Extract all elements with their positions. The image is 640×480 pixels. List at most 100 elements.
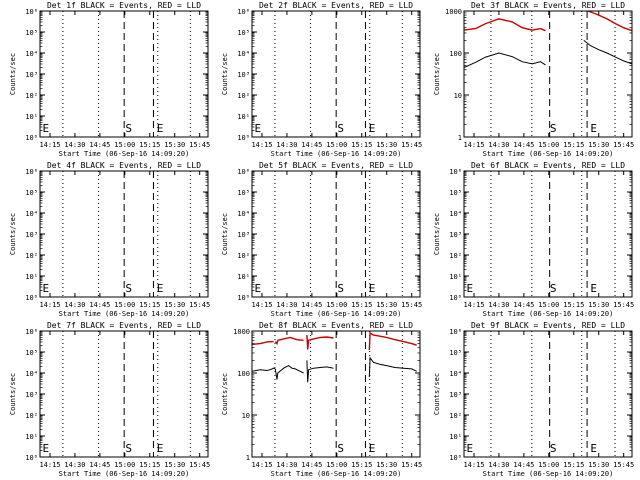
y-tick-label: 10⁰	[449, 454, 462, 462]
panel-title: Det 3f BLACK = Events, RED = LLD	[471, 1, 625, 10]
x-tick-label: 14:15	[251, 461, 272, 469]
series-group	[252, 331, 417, 383]
x-tick-label: 15:30	[376, 461, 397, 469]
y-tick-label: 10¹	[449, 433, 462, 441]
x-tick-label: 14:30	[488, 301, 509, 309]
y-axis-label: Counts/sec	[9, 373, 17, 415]
y-tick-label: 10⁰	[25, 134, 38, 142]
y-tick-label: 10¹	[237, 273, 250, 281]
x-tick-label: 15:30	[588, 461, 609, 469]
x-tick-label: 14:15	[39, 141, 60, 149]
x-tick-label: 15:30	[588, 141, 609, 149]
y-tick-label: 10²	[25, 412, 38, 420]
panel-title: Det 6f BLACK = Events, RED = LLD	[471, 161, 625, 170]
attenuator-marker-e: E	[590, 122, 597, 135]
y-tick-label: 10⁵	[449, 189, 462, 197]
x-tick-label: 14:15	[463, 141, 484, 149]
y-tick-label: 10³	[449, 231, 462, 239]
panel-title: Det 5f BLACK = Events, RED = LLD	[259, 161, 413, 170]
y-axis-label: Counts/sec	[221, 373, 229, 415]
lld-series-line	[464, 18, 546, 32]
y-tick-label: 10⁰	[25, 454, 38, 462]
lld-series-line	[368, 331, 417, 351]
x-tick-label: 14:45	[89, 461, 110, 469]
attenuator-marker-e: E	[254, 282, 261, 295]
y-tick-label: 10¹	[25, 273, 38, 281]
panel-det-1f: Det 1f BLACK = Events, RED = LLD E S E 14:15…	[9, 1, 210, 158]
y-tick-label: 10²	[237, 92, 250, 100]
y-tick-label: 10⁰	[237, 134, 250, 142]
y-tick-label: 10²	[25, 252, 38, 260]
x-tick-label: 15:00	[114, 461, 135, 469]
x-tick-label: 14:15	[463, 301, 484, 309]
x-tick-label: 14:45	[89, 141, 110, 149]
y-tick-label: 1000	[233, 328, 250, 336]
x-tick-label: 14:15	[39, 461, 60, 469]
plot-frame	[463, 170, 633, 298]
panel-det-4f: Det 4f BLACK = Events, RED = LLD E S E 14:15…	[9, 161, 210, 318]
x-tick-label: 14:45	[513, 301, 534, 309]
y-tick-label: 10⁴	[25, 50, 38, 58]
x-tick-label: 15:15	[563, 301, 584, 309]
y-tick-label: 10	[454, 92, 462, 100]
attenuator-marker-e: E	[466, 282, 473, 295]
events-series-line	[252, 367, 276, 372]
x-tick-label: 15:30	[376, 141, 397, 149]
x-tick-label: 15:45	[613, 461, 634, 469]
x-tick-label: 14:45	[89, 301, 110, 309]
attenuator-marker-s: S	[125, 282, 132, 295]
x-axis-label: Start Time (06-Sep-16 14:09:20)	[483, 150, 614, 158]
attenuator-marker-s: S	[125, 122, 132, 135]
events-series-line	[306, 360, 334, 383]
y-tick-label: 10⁶	[25, 328, 38, 336]
series-group	[464, 11, 632, 69]
plot-frame	[463, 10, 633, 138]
y-tick-label: 10²	[449, 412, 462, 420]
x-axis-label: Start Time (06-Sep-16 14:09:20)	[59, 310, 190, 318]
attenuator-marker-e: E	[466, 442, 473, 455]
x-tick-label: 15:00	[326, 141, 347, 149]
x-axis-label: Start Time (06-Sep-16 14:09:20)	[483, 470, 614, 478]
y-tick-label: 10³	[237, 231, 250, 239]
x-tick-label: 15:30	[588, 301, 609, 309]
attenuator-marker-e: E	[590, 442, 597, 455]
x-tick-label: 14:45	[301, 461, 322, 469]
y-tick-label: 10³	[25, 71, 38, 79]
events-series-line	[464, 52, 546, 69]
x-tick-label: 15:00	[114, 141, 135, 149]
y-tick-label: 10⁶	[237, 8, 250, 16]
attenuator-marker-e: E	[369, 282, 376, 295]
y-tick-label: 1	[246, 454, 250, 462]
y-tick-label: 10⁵	[25, 189, 38, 197]
x-axis-label: Start Time (06-Sep-16 14:09:20)	[271, 310, 402, 318]
y-tick-label: 10⁶	[449, 168, 462, 176]
x-tick-label: 15:00	[538, 461, 559, 469]
x-tick-label: 15:15	[351, 461, 372, 469]
x-tick-label: 15:30	[164, 141, 185, 149]
x-tick-label: 15:00	[114, 301, 135, 309]
plot-frame	[251, 10, 421, 138]
plot-frame	[39, 170, 209, 298]
x-tick-label: 14:30	[488, 141, 509, 149]
panel-det-5f: Det 5f BLACK = Events, RED = LLD E S E 14:15…	[221, 161, 422, 318]
x-tick-label: 15:15	[139, 461, 160, 469]
y-tick-label: 10⁴	[25, 210, 38, 218]
lld-series-line	[306, 335, 334, 350]
y-axis-label: Counts/sec	[433, 213, 441, 255]
x-tick-label: 14:45	[513, 141, 534, 149]
x-axis-label: Start Time (06-Sep-16 14:09:20)	[59, 470, 190, 478]
panel-title: Det 8f BLACK = Events, RED = LLD	[259, 321, 413, 330]
x-axis-label: Start Time (06-Sep-16 14:09:20)	[271, 470, 402, 478]
x-tick-label: 15:45	[189, 141, 210, 149]
panel-det-6f: Det 6f BLACK = Events, RED = LLD E S E 14:15…	[433, 161, 634, 318]
attenuator-marker-s: S	[337, 122, 344, 135]
x-tick-label: 14:30	[64, 461, 85, 469]
x-tick-label: 15:45	[613, 141, 634, 149]
x-tick-label: 15:30	[164, 461, 185, 469]
panel-title: Det 9f BLACK = Events, RED = LLD	[471, 321, 625, 330]
x-tick-label: 14:15	[39, 301, 60, 309]
x-tick-label: 15:45	[401, 461, 422, 469]
